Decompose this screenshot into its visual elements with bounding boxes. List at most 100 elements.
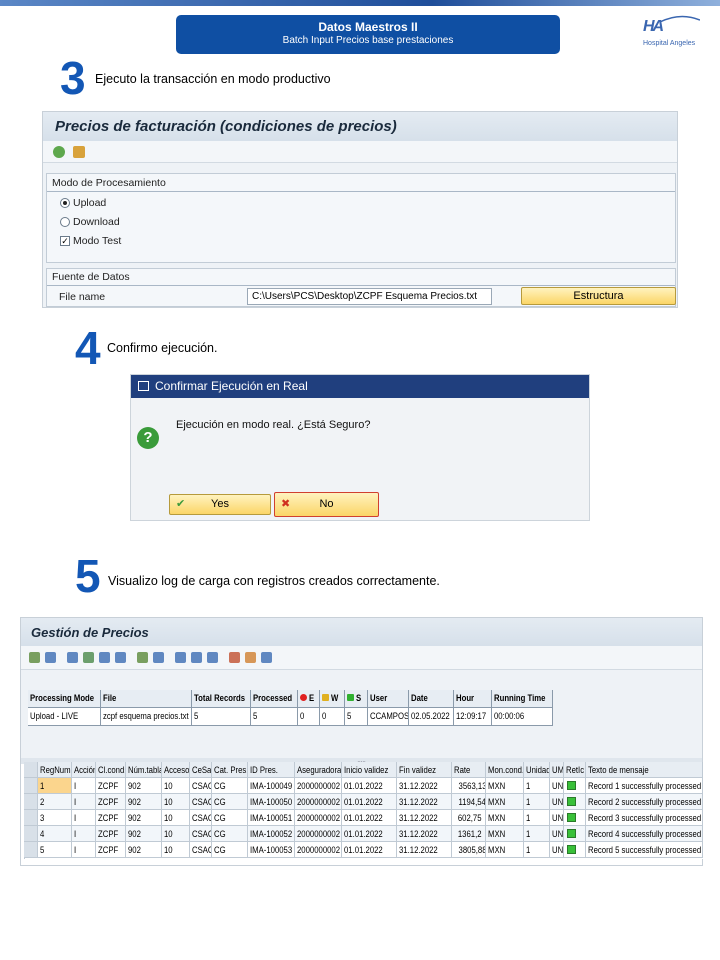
toolbar-icon[interactable]: [175, 652, 186, 663]
data-cell: I: [72, 826, 96, 842]
data-cell: IMA-100049: [248, 778, 295, 794]
data-cell: [564, 826, 586, 842]
data-cell: CSAC: [190, 842, 212, 858]
cell-text: 602,75: [458, 813, 482, 823]
header-cell: CeSa: [190, 762, 212, 778]
header-subtitle: Batch Input Precios base prestaciones: [282, 35, 454, 46]
step-text: Visualizo log de carga con registros cre…: [108, 574, 440, 588]
toolbar-icon[interactable]: [245, 652, 256, 663]
cell-text: Processed: [253, 693, 293, 703]
toolbar-icon[interactable]: [207, 652, 218, 663]
header-cell: Running Time: [492, 690, 553, 708]
dialog-message: Ejecución en modo real. ¿Está Seguro?: [176, 419, 371, 431]
data-cell: 1361,2: [452, 826, 486, 842]
cell-text: 5: [347, 711, 352, 721]
header-cell: Date: [409, 690, 454, 708]
cell-text: Processing Mode: [30, 693, 95, 703]
cell-text: Texto de mensaje: [588, 765, 649, 775]
radio-button[interactable]: [60, 217, 70, 227]
button-label: Yes: [211, 498, 229, 510]
no-button[interactable]: ✖ No: [274, 492, 379, 517]
status-icon: [347, 694, 354, 701]
row-selector: [24, 810, 38, 826]
cell-text: RetIc: [566, 765, 585, 775]
cell-text: Record 5 successfully processed: [588, 845, 702, 855]
data-cell: 3805,88: [452, 842, 486, 858]
cell-text: CSAC: [192, 781, 212, 791]
cell-text: Hour: [456, 693, 475, 703]
cell-text: CSAC: [192, 797, 212, 807]
data-cell: 602,75: [452, 810, 486, 826]
toolbar-icon[interactable]: [83, 652, 94, 663]
toolbar-icon[interactable]: [67, 652, 78, 663]
header-cell: Acceso: [162, 762, 190, 778]
data-cell: CSAC: [190, 810, 212, 826]
cell-text: I: [74, 829, 77, 839]
cell-text: 902: [128, 781, 141, 791]
toolbar-icon[interactable]: [137, 652, 148, 663]
data-cell: 1: [524, 842, 550, 858]
cell-text: IMA-100050: [250, 797, 293, 807]
cell-text: MXN: [488, 781, 506, 791]
cell-text: 31.12.2022: [399, 797, 438, 807]
data-cell: 10: [162, 794, 190, 810]
cell-text: IMA-100052: [250, 829, 293, 839]
variant-icon[interactable]: [73, 146, 85, 158]
toolbar-icon[interactable]: [229, 652, 240, 663]
data-cell: UN: [550, 826, 564, 842]
field-label: File name: [59, 291, 106, 303]
toolbar-icon[interactable]: [261, 652, 272, 663]
data-cell: 4: [38, 826, 72, 842]
toolbar: [43, 141, 677, 163]
data-cell: Record 3 successfully processed: [586, 810, 703, 826]
toolbar-icon[interactable]: [29, 652, 40, 663]
cell-text: 1: [526, 797, 531, 807]
status-icon: [322, 694, 329, 701]
data-cell: I: [72, 794, 96, 810]
cell-text: UN: [552, 781, 564, 791]
cell-text: Record 2 successfully processed: [588, 797, 702, 807]
toolbar-icon[interactable]: [45, 652, 56, 663]
checkbox[interactable]: ✓: [60, 236, 70, 246]
cell-text: ZCPF: [98, 813, 119, 823]
data-cell: 0: [298, 708, 320, 726]
data-cell: 5: [192, 708, 251, 726]
dialog-title: Confirmar Ejecución en Real: [131, 375, 589, 398]
toolbar: [21, 646, 702, 670]
button-label: No: [319, 498, 334, 510]
toolbar-icon[interactable]: [99, 652, 110, 663]
data-cell: 00:00:06: [492, 708, 553, 726]
data-cell: ZCPF: [96, 778, 126, 794]
structure-button[interactable]: Estructura: [521, 287, 676, 305]
option-label: Download: [73, 216, 120, 228]
data-cell: 01.01.2022: [342, 826, 397, 842]
cell-text: CSAC: [192, 829, 212, 839]
data-cell: 31.12.2022: [397, 794, 452, 810]
data-cell: 1: [524, 778, 550, 794]
yes-button[interactable]: ✔ Yes: [169, 494, 271, 515]
cell-text: CG: [214, 797, 226, 807]
cell-text: 5: [194, 711, 199, 721]
data-cell: CCAMPOS: [368, 708, 409, 726]
cell-text: CG: [214, 781, 226, 791]
data-cell: IMA-100050: [248, 794, 295, 810]
toolbar-icon[interactable]: [191, 652, 202, 663]
execute-icon[interactable]: [53, 146, 65, 158]
data-cell: 5: [345, 708, 368, 726]
toolbar-icon[interactable]: [115, 652, 126, 663]
data-cell: ZCPF: [96, 842, 126, 858]
step-number: 5: [75, 550, 101, 602]
cell-text: CG: [214, 813, 226, 823]
data-cell: 10: [162, 810, 190, 826]
cell-text: 02.05.2022: [411, 711, 450, 721]
radio-button[interactable]: [60, 198, 70, 208]
cell-text: CeSa: [192, 765, 212, 775]
cell-text: 2: [40, 797, 45, 807]
header-cell: E: [298, 690, 320, 708]
toolbar-icon[interactable]: [153, 652, 164, 663]
data-cell: CG: [212, 778, 248, 794]
file-input[interactable]: C:\Users\PCS\Desktop\ZCPF Esquema Precio…: [247, 288, 492, 305]
cell-text: Núm.tabla: [128, 765, 162, 775]
cell-text: E: [309, 693, 315, 703]
data-cell: Record 1 successfully processed: [586, 778, 703, 794]
